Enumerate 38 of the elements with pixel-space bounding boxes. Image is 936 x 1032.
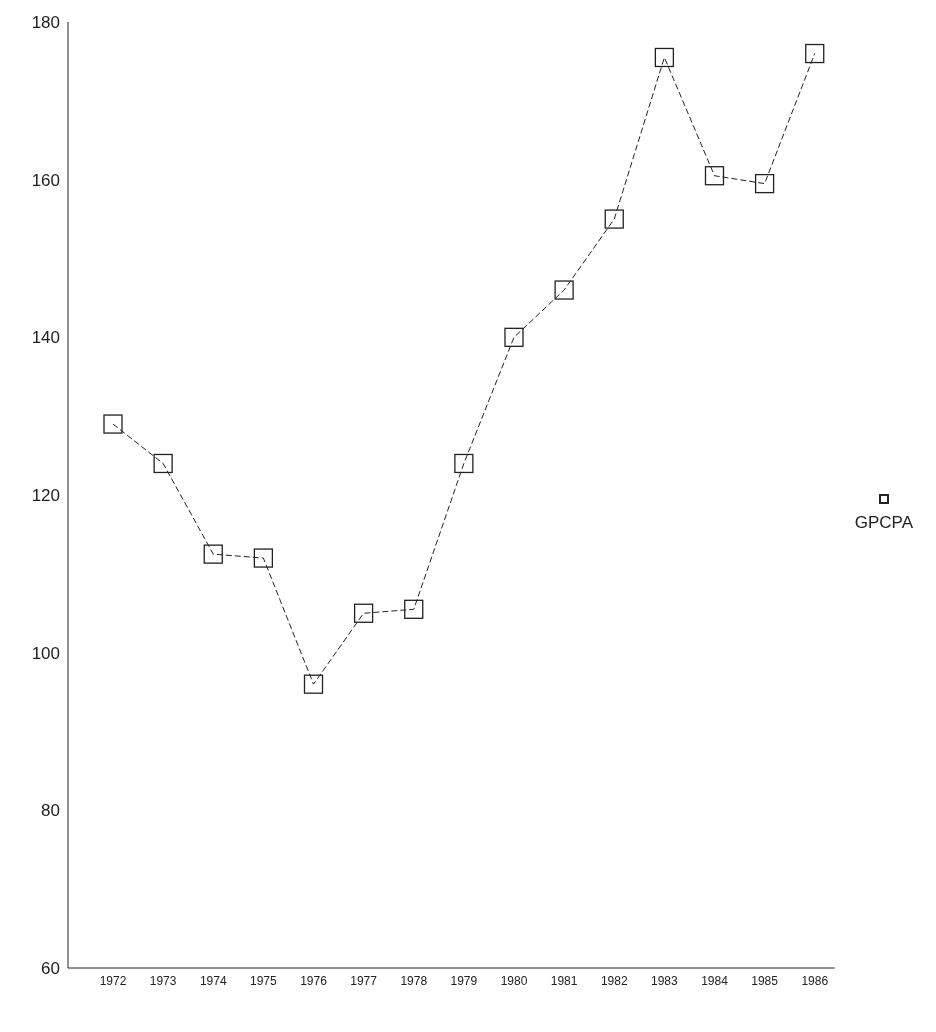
point xyxy=(704,166,725,186)
x-tick-label: 1986 xyxy=(801,973,829,988)
point xyxy=(303,674,324,694)
point xyxy=(504,327,524,347)
y-tick-label: 180 xyxy=(31,13,60,33)
point xyxy=(253,548,274,568)
point xyxy=(353,603,374,623)
x-tick-label: 1979 xyxy=(450,973,478,988)
y-tick-label: 60 xyxy=(41,959,60,979)
y-tick-label: 160 xyxy=(31,170,60,190)
x-tick-label: 1985 xyxy=(751,973,779,988)
y-tick-label: 80 xyxy=(41,801,60,821)
x-tick-label: 1974 xyxy=(199,973,227,988)
point xyxy=(103,414,123,434)
y-tick-label: 100 xyxy=(31,643,60,663)
point xyxy=(805,43,825,64)
y-tick-label: 120 xyxy=(31,486,60,506)
point xyxy=(554,280,574,300)
x-tick-label: 1983 xyxy=(651,973,679,988)
point xyxy=(454,453,474,474)
x-tick-label: 1972 xyxy=(99,973,127,988)
x-tick-label: 1973 xyxy=(149,973,177,988)
x-tick-label: 1982 xyxy=(600,973,628,988)
x-tick-label: 1981 xyxy=(550,973,578,988)
x-tick-label: 1977 xyxy=(350,973,378,988)
legend-label: GPCPA xyxy=(854,512,913,533)
point xyxy=(654,47,675,68)
point xyxy=(404,599,424,619)
x-tick-label: 1984 xyxy=(701,973,729,988)
x-tick-label: 1978 xyxy=(400,973,428,988)
point xyxy=(754,173,775,194)
x-tick-label: 1975 xyxy=(250,973,278,988)
y-tick-label: 140 xyxy=(31,328,60,348)
x-tick-label: 1976 xyxy=(300,973,328,988)
point xyxy=(604,209,624,229)
point xyxy=(203,544,223,564)
x-tick-label: 1980 xyxy=(500,973,528,988)
point xyxy=(153,453,173,474)
